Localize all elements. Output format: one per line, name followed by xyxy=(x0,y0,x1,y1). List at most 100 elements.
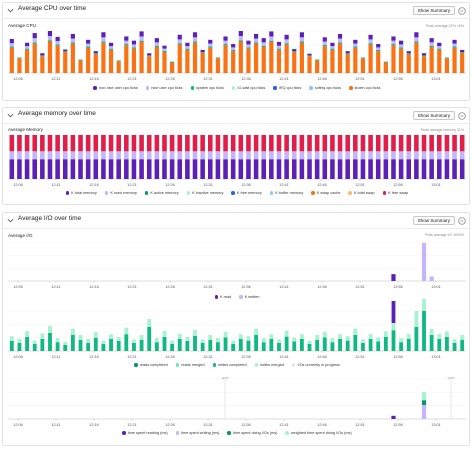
bar-segment[interactable] xyxy=(253,33,259,39)
bar-segment[interactable] xyxy=(421,400,427,405)
bar-segment[interactable] xyxy=(24,49,30,73)
bar-segment[interactable] xyxy=(421,392,427,401)
bar-segment[interactable] xyxy=(154,151,160,160)
bar-segment[interactable] xyxy=(292,49,297,52)
bar-segment[interactable] xyxy=(154,338,159,343)
bar-segment[interactable] xyxy=(269,159,274,179)
bar-segment[interactable] xyxy=(55,36,60,42)
bar-segment[interactable] xyxy=(238,36,243,41)
bar-segment[interactable] xyxy=(246,44,251,48)
bar-segment[interactable] xyxy=(276,45,282,49)
bar-segment[interactable] xyxy=(360,58,366,73)
bar-segment[interactable] xyxy=(9,341,14,351)
bar-segment[interactable] xyxy=(78,151,83,160)
bar-segment[interactable] xyxy=(124,36,129,41)
bar-segment[interactable] xyxy=(185,341,190,351)
bar-segment[interactable] xyxy=(253,42,259,44)
bar-segment[interactable] xyxy=(436,151,442,160)
legend-item[interactable]: K used memory xyxy=(104,191,137,195)
bar-segment[interactable] xyxy=(170,61,175,63)
bar-segment[interactable] xyxy=(231,47,236,50)
bar-segment[interactable] xyxy=(32,43,37,73)
bar-segment[interactable] xyxy=(24,48,30,50)
bar-segment[interactable] xyxy=(9,151,15,160)
bar-segment[interactable] xyxy=(40,159,45,179)
bar-segment[interactable] xyxy=(445,331,449,337)
bar-segment[interactable] xyxy=(185,159,190,179)
bar-segment[interactable] xyxy=(269,40,274,42)
bar-segment[interactable] xyxy=(284,336,289,351)
bar-segment[interactable] xyxy=(238,151,244,160)
bar-segment[interactable] xyxy=(406,159,412,179)
bar-segment[interactable] xyxy=(322,46,327,73)
bar-segment[interactable] xyxy=(9,38,14,44)
bar-segment[interactable] xyxy=(63,345,68,351)
bar-segment[interactable] xyxy=(368,159,373,179)
bar-segment[interactable] xyxy=(70,135,76,152)
bar-segment[interactable] xyxy=(246,48,251,73)
legend-item[interactable]: K buffer memory xyxy=(269,191,303,195)
bar-segment[interactable] xyxy=(192,135,198,152)
bar-segment[interactable] xyxy=(193,329,197,336)
bar-segment[interactable] xyxy=(116,135,121,152)
bar-segment[interactable] xyxy=(276,135,282,152)
bar-segment[interactable] xyxy=(421,243,427,281)
bar-segment[interactable] xyxy=(131,47,137,49)
bar-segment[interactable] xyxy=(132,339,136,343)
bar-segment[interactable] xyxy=(70,42,75,44)
bar-segment[interactable] xyxy=(375,151,381,160)
bar-segment[interactable] xyxy=(147,319,152,327)
bar-segment[interactable] xyxy=(24,151,30,160)
bar-segment[interactable] xyxy=(460,335,465,340)
bar-segment[interactable] xyxy=(307,343,312,351)
bar-segment[interactable] xyxy=(192,41,198,43)
bar-segment[interactable] xyxy=(292,341,297,351)
legend-item[interactable]: softirq cpu ticks xyxy=(309,86,341,90)
bar-segment[interactable] xyxy=(414,135,419,152)
bar-segment[interactable] xyxy=(62,159,68,179)
bar-segment[interactable] xyxy=(63,51,68,52)
bar-segment[interactable] xyxy=(261,338,266,343)
bar-segment[interactable] xyxy=(269,31,274,37)
bar-segment[interactable] xyxy=(406,51,411,54)
legend-item[interactable]: time spent reading (ms) xyxy=(122,431,168,435)
bar-segment[interactable] xyxy=(86,339,91,343)
bar-segment[interactable] xyxy=(86,43,91,47)
bar-segment[interactable] xyxy=(139,159,144,179)
bar-segment[interactable] xyxy=(17,159,22,179)
bar-segment[interactable] xyxy=(207,151,213,160)
bar-segment[interactable] xyxy=(177,151,183,160)
bar-segment[interactable] xyxy=(345,135,350,152)
bar-segment[interactable] xyxy=(108,159,114,179)
bar-segment[interactable] xyxy=(414,42,419,73)
bar-segment[interactable] xyxy=(322,151,328,160)
bar-segment[interactable] xyxy=(32,135,38,152)
bar-segment[interactable] xyxy=(383,62,388,74)
bar-segment[interactable] xyxy=(124,135,129,152)
bar-segment[interactable] xyxy=(322,159,328,179)
bar-segment[interactable] xyxy=(375,159,381,179)
bar-segment[interactable] xyxy=(353,43,358,47)
bar-segment[interactable] xyxy=(70,38,75,43)
bar-segment[interactable] xyxy=(215,58,221,73)
bar-segment[interactable] xyxy=(322,337,327,351)
bar-segment[interactable] xyxy=(444,159,450,179)
bar-segment[interactable] xyxy=(101,343,106,351)
bar-segment[interactable] xyxy=(406,135,412,152)
bar-segment[interactable] xyxy=(40,55,45,57)
bar-segment[interactable] xyxy=(238,135,244,152)
bar-segment[interactable] xyxy=(383,61,388,63)
bar-segment[interactable] xyxy=(200,343,205,351)
bar-segment[interactable] xyxy=(452,46,457,48)
bar-segment[interactable] xyxy=(32,159,38,179)
bar-segment[interactable] xyxy=(185,135,190,152)
bar-segment[interactable] xyxy=(399,47,404,49)
bar-segment[interactable] xyxy=(238,40,243,42)
bar-segment[interactable] xyxy=(162,48,167,51)
bar-segment[interactable] xyxy=(276,49,282,73)
bar-segment[interactable] xyxy=(437,46,442,49)
bar-segment[interactable] xyxy=(261,45,266,47)
bar-segment[interactable] xyxy=(383,159,389,179)
bar-segment[interactable] xyxy=(238,159,244,179)
bar-segment[interactable] xyxy=(185,46,190,49)
